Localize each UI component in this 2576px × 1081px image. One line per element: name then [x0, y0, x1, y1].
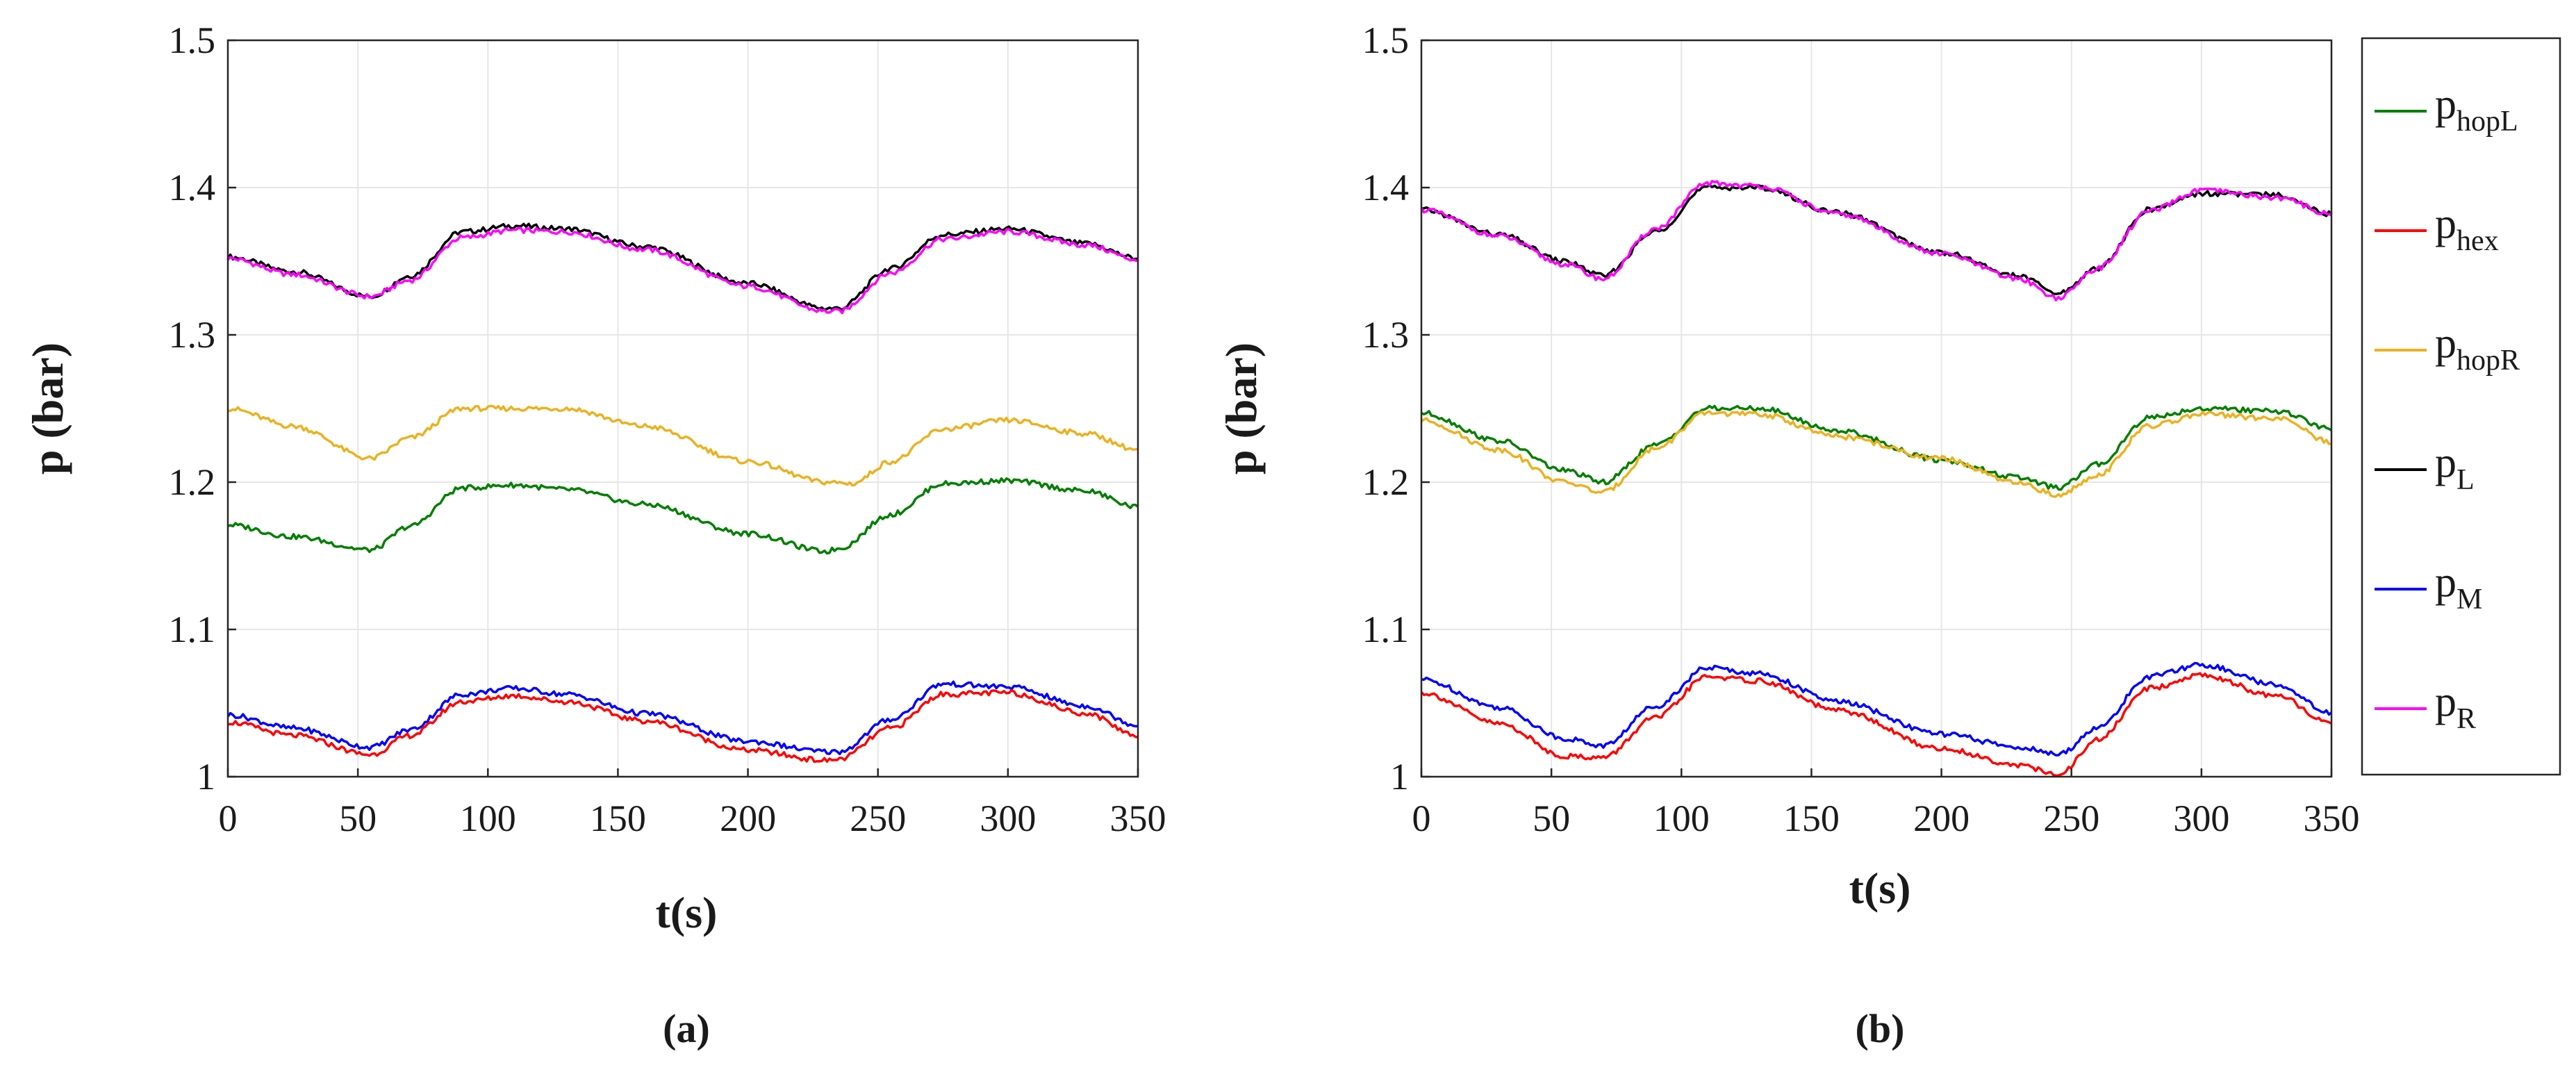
y-tick-label: 1.2 — [1362, 461, 1410, 503]
y-tick-label: 1.1 — [1362, 609, 1410, 650]
y-axis-label: p (bar) — [1216, 343, 1266, 475]
x-tick-label: 150 — [1783, 798, 1840, 839]
x-tick-label: 250 — [2043, 798, 2099, 839]
series-line-pM — [1421, 661, 2333, 757]
legend-entry: phopL — [2435, 81, 2518, 138]
y-tick-label: 1.2 — [169, 461, 216, 503]
y-tick-label: 1.3 — [169, 314, 216, 356]
y-axis-label: p (bar) — [23, 343, 72, 475]
x-tick-label: 100 — [1653, 798, 1710, 839]
y-tick-label: 1.3 — [1362, 314, 1410, 356]
panel-label: (b) — [1856, 1006, 1905, 1051]
series-line-pL — [1421, 183, 2333, 296]
x-axis-label: t(s) — [1849, 864, 1911, 913]
chart-panel-b: 0 50 100 150 200 250 300 350 1 1.1 1.2 1.3 1.4 1.5 t(… — [1216, 19, 2360, 1051]
legend-entry: pL — [2435, 439, 2475, 496]
y-tick-label: 1.5 — [169, 19, 216, 61]
series-line-phopR — [227, 404, 1139, 487]
series-line-pR — [1420, 179, 2332, 302]
x-tick-label: 50 — [339, 798, 377, 839]
series-line-phopR — [1420, 410, 2332, 498]
legend-entry: pM — [2435, 559, 2482, 616]
y-tick-label: 1.5 — [1362, 19, 1410, 61]
chart-panel-a: 0 50 100 150 200 250 300 350 1 1.1 1.2 1.3 1.4 1.5 t(… — [23, 19, 1166, 1051]
series-line-phex — [1420, 672, 2332, 777]
x-tick-label: 250 — [850, 798, 906, 839]
x-tick-label: 350 — [1110, 798, 1166, 839]
y-tick-label: 1.4 — [1362, 167, 1410, 208]
x-tick-label: 350 — [2304, 798, 2360, 839]
axes-box — [226, 39, 1139, 778]
series-line-pM — [226, 680, 1139, 756]
x-tick-label: 150 — [590, 798, 646, 839]
legend: phopL phex phopR pL pM pR — [2361, 37, 2561, 776]
legend-entry: pR — [2435, 678, 2476, 735]
x-tick-label: 0 — [1412, 798, 1431, 839]
x-tick-label: 300 — [980, 798, 1036, 839]
legend-box — [2361, 37, 2561, 776]
panel-label: (a) — [663, 1006, 710, 1051]
x-tick-label: 0 — [219, 798, 238, 839]
x-axis-label: t(s) — [656, 888, 718, 937]
y-tick-label: 1 — [1390, 756, 1409, 798]
series-line-phopL — [1421, 404, 2332, 491]
y-tick-label: 1 — [197, 756, 215, 798]
x-tick-label: 200 — [1913, 798, 1970, 839]
y-tick-label: 1.4 — [169, 167, 216, 208]
x-tick-label: 200 — [720, 798, 776, 839]
x-tick-label: 100 — [460, 798, 516, 839]
x-tick-label: 50 — [1533, 798, 1570, 839]
series-line-phopL — [227, 477, 1139, 555]
series-line-phex — [227, 689, 1139, 764]
y-tick-label: 1.1 — [169, 609, 216, 650]
axes-box — [1420, 39, 2333, 778]
series-line-pR — [226, 226, 1139, 315]
legend-entry: phex — [2435, 200, 2499, 257]
x-tick-label: 300 — [2173, 798, 2229, 839]
legend-entry: phopR — [2435, 320, 2520, 377]
